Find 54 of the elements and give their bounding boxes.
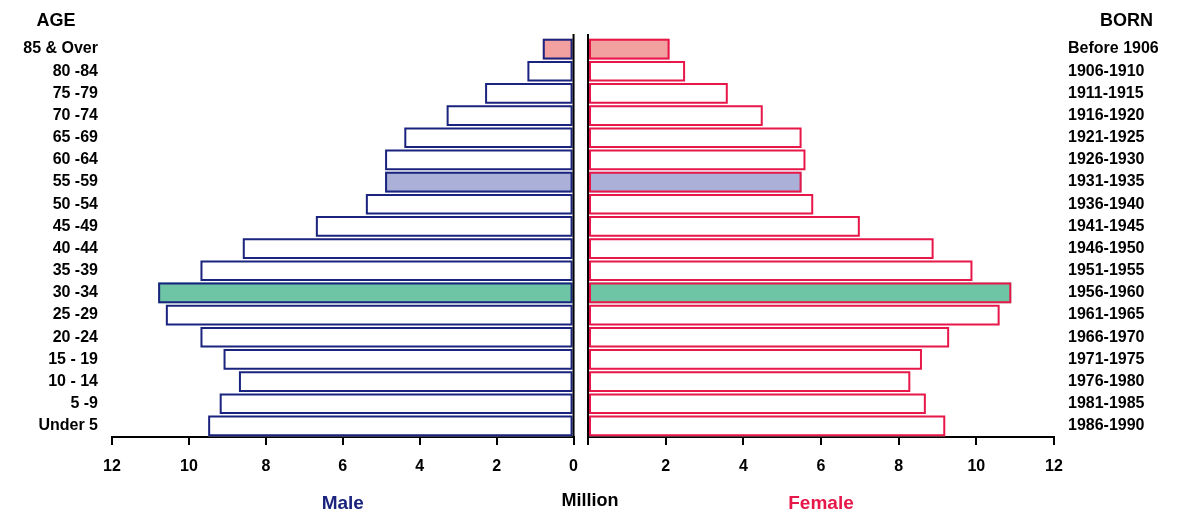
x-axis-title: Female [788,491,854,513]
y-tick-label: 1926-1930 [1068,150,1145,168]
y-tick-label: 1951-1955 [1068,261,1145,279]
x-tick-label: 4 [415,457,425,475]
y-tick-label: 10 - 14 [48,371,99,389]
y-tick-label: 1916-1920 [1068,105,1145,123]
x-axis-title: Male [321,491,364,513]
y-tick-label: 20 -24 [52,327,99,345]
y-tick-label: 40 -44 [52,238,99,256]
x-tick-label: 8 [261,457,271,475]
y-tick-label: 1961-1965 [1068,305,1145,323]
x-tick-label: 8 [894,457,904,475]
y-tick-label: 35 -39 [52,261,99,279]
y-tick-label: 85 & Over [23,39,98,57]
y-tick-label: 1941-1945 [1068,216,1145,234]
x-tick-label: 2 [492,457,502,475]
y-tick-label: 50 -54 [52,194,99,212]
y-tick-label: 1976-1980 [1068,371,1145,389]
y-tick-label: 15 - 19 [48,349,99,367]
text: Million [560,490,620,511]
y-tick-label: 1911-1915 [1068,83,1144,101]
y-tick-label: 80 -84 [52,61,99,79]
x-tick-label: 10 [180,457,198,475]
y-tick-label: 1946-1950 [1068,238,1145,256]
x-tick-label: 10 [967,457,986,475]
y-tick-label: 1921-1925 [1068,128,1145,146]
y-tick-label: 1981-1985 [1068,394,1145,412]
y-tick-label: 1906-1910 [1068,61,1145,79]
y-axis-title: AGE [36,9,76,30]
y-tick-label: 60 -64 [52,150,99,168]
x-tick-label: 12 [1045,457,1063,475]
y-tick-label: 1936-1940 [1068,194,1145,212]
x-tick-label: 4 [738,457,748,475]
y-tick-label: 25 -29 [52,305,99,323]
y-tick-label: 45 -49 [52,216,99,234]
y-tick-label: 65 -69 [52,128,99,146]
y-tick-label: Under 5 [38,416,99,434]
y-tick-label: 30 -34 [52,283,99,301]
y-tick-label: 55 -59 [52,172,99,190]
y-tick-label: 1931-1935 [1068,172,1145,190]
y-tick-label: 1971-1975 [1068,349,1145,367]
y-tick-label: 1966-1970 [1068,327,1145,345]
x-tick-label: 2 [661,457,671,475]
y-tick-label: 70 -74 [52,105,99,123]
x-tick-label: 6 [816,457,826,475]
x-tick-label: 0 [569,457,579,475]
y-tick-label: 1986-1990 [1068,416,1145,434]
y-axis-title: BORN [1100,9,1153,30]
y-tick-label: 1956-1960 [1068,283,1145,301]
y-tick-label: Before 1906 [1068,39,1159,57]
x-tick-label: 12 [103,457,121,475]
x-tick-label: 6 [338,457,348,475]
y-tick-label: 5 -9 [70,394,99,412]
y-tick-label: 75 -79 [52,83,99,101]
